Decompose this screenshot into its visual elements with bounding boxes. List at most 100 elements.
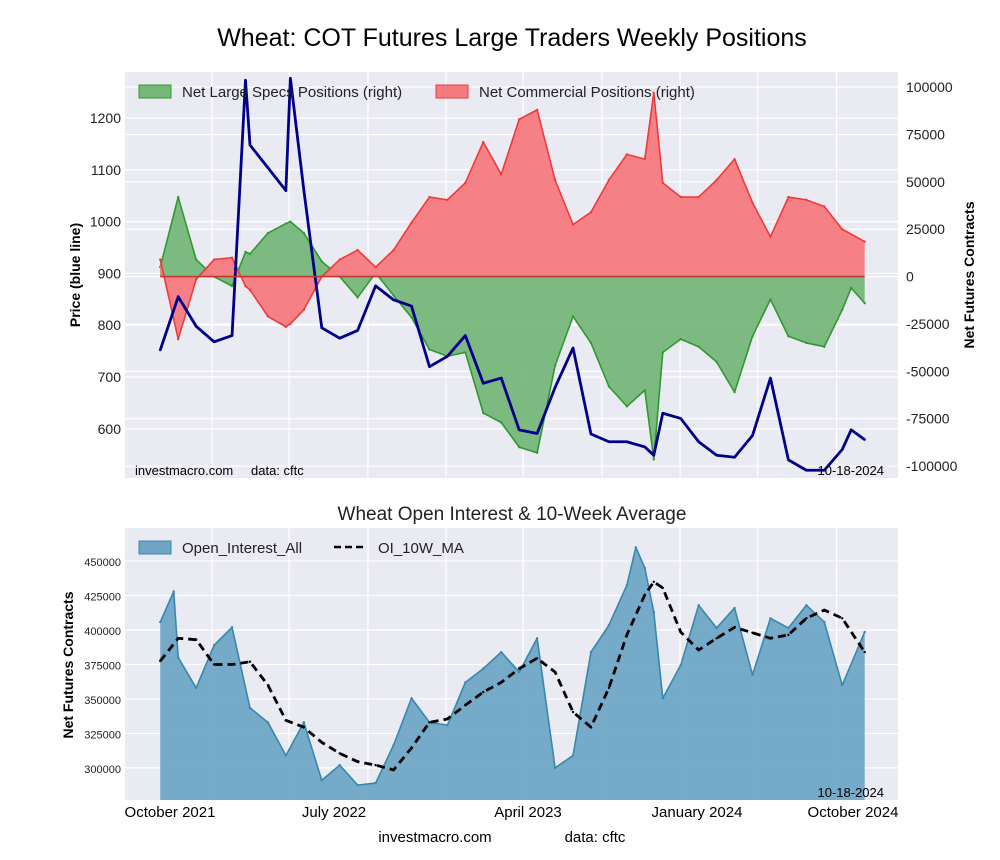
net-large-specs-positions-right-point	[517, 445, 521, 449]
bottom-left-ticks: 300000 325000 350000 375000 400000 425000 4500…	[84, 557, 121, 776]
price-point	[464, 334, 467, 337]
right-tick-label: 0	[906, 269, 914, 285]
net-large-specs-positions-right-point	[410, 316, 413, 319]
net-large-specs-positions-right-point	[302, 231, 306, 235]
top-left-ticks: 600 700 800 900 1000 1100 1200	[90, 110, 121, 437]
net-commercial-positions-right-point	[302, 308, 306, 311]
top-date-note: 10-18-2024	[818, 463, 885, 478]
price-point	[517, 428, 521, 432]
price-point	[715, 454, 718, 457]
left-tick-label: 425000	[84, 592, 121, 604]
oi-10w-ma-point	[500, 681, 503, 684]
price-point	[248, 143, 252, 147]
net-commercial-positions-right-point	[715, 178, 718, 182]
net-commercial-positions-right-point	[535, 108, 539, 112]
open-interest-chart: Wheat Open Interest & 10-Week Average 30…	[60, 504, 898, 821]
legend-label-commercial: Net Commercial Positions (right)	[479, 84, 695, 101]
left-tick-label: 900	[98, 265, 122, 281]
left-tick-label: 700	[98, 369, 122, 385]
net-commercial-positions-right-point	[230, 256, 234, 259]
price-point	[751, 434, 754, 437]
net-commercial-positions-right-point	[176, 337, 180, 341]
net-large-specs-positions-right-point	[248, 252, 252, 256]
price-point	[244, 79, 247, 82]
oi-10w-ma-point	[159, 659, 162, 663]
net-commercial-positions-right-point	[517, 118, 521, 121]
net-large-specs-positions-right-point	[289, 220, 292, 223]
price-point	[176, 295, 180, 298]
oi-10w-ma-point	[266, 683, 270, 687]
legend-label-specs: Net Large Specs Positions (right)	[182, 84, 402, 101]
net-large-specs-positions-right-point	[244, 250, 247, 254]
price-point	[643, 445, 647, 449]
net-commercial-positions-right-point	[374, 265, 377, 269]
x-tick-label: April 2023	[494, 804, 562, 821]
oi-10w-ma-point	[733, 626, 736, 629]
price-point	[652, 454, 655, 457]
open-interest-all-point	[652, 610, 655, 614]
net-commercial-positions-right-point	[571, 223, 575, 226]
net-large-specs-positions-right-point	[805, 341, 808, 345]
left-tick-label: 350000	[84, 695, 121, 707]
price-point	[320, 326, 323, 330]
open-interest-all-point	[733, 606, 736, 610]
open-interest-all-point	[823, 620, 826, 624]
open-interest-all-point	[356, 783, 359, 787]
price-point	[302, 188, 306, 192]
net-commercial-positions-right-point	[769, 235, 772, 239]
net-commercial-positions-right-point	[643, 157, 647, 161]
bottom-x-ticks: October 2021 July 2022 April 2023 January 2…	[125, 804, 899, 821]
legend-swatch-commercial	[435, 84, 469, 99]
net-large-specs-positions-right-point	[715, 360, 718, 364]
left-axis-label: Price (blue line)	[67, 223, 83, 327]
price-point	[230, 334, 234, 337]
net-commercial-positions-right-point	[679, 195, 682, 199]
open-interest-all-point	[715, 626, 718, 630]
open-interest-all-point	[266, 721, 270, 724]
price-point	[289, 77, 292, 80]
legend-label-oi: Open_Interest_All	[182, 540, 302, 557]
price-point	[374, 284, 377, 288]
left-tick-label: 375000	[84, 660, 121, 672]
net-large-specs-positions-right-point	[284, 222, 288, 225]
open-interest-all-point	[464, 681, 467, 684]
oi-10w-ma-point	[841, 617, 844, 620]
open-interest-all-point	[751, 673, 754, 677]
price-point	[428, 365, 431, 368]
oi-10w-ma-point	[697, 648, 700, 652]
oi-10w-ma-point	[194, 638, 198, 641]
net-commercial-positions-right-point	[410, 221, 413, 224]
open-interest-all-point	[589, 650, 593, 654]
oi-10w-ma-point	[769, 637, 772, 640]
price-point	[356, 329, 359, 332]
open-interest-all-point	[634, 546, 638, 549]
net-large-specs-positions-right-line	[159, 196, 866, 461]
oi-10w-ma-point	[410, 746, 413, 750]
open-interest-all-point	[553, 766, 557, 770]
net-commercial-positions-right-point	[823, 205, 826, 208]
oi-10w-ma-point	[428, 721, 431, 724]
net-commercial-positions-right-point	[284, 325, 288, 329]
net-commercial-positions-right-point	[607, 178, 611, 182]
oi-10w-ma-point	[607, 686, 611, 690]
footer-site: investmacro.com	[378, 829, 491, 846]
left-tick-label: 800	[98, 317, 122, 333]
open-interest-all-point	[320, 779, 323, 782]
top-series	[158, 76, 866, 472]
open-interest-all-point	[374, 781, 377, 785]
price-point	[787, 458, 790, 462]
net-large-specs-positions-right-point	[482, 411, 485, 415]
open-interest-all-point	[194, 686, 198, 690]
open-interest-all-point	[517, 670, 521, 674]
top-source-note: data: cftc	[251, 463, 304, 478]
price-point	[769, 376, 772, 380]
right-tick-label: -50000	[906, 363, 950, 379]
top-right-ticks: -100000 -75000 -50000 -25000 0 25000 50000 7500…	[906, 79, 958, 474]
open-interest-all-point	[284, 754, 288, 757]
oi-10w-ma-point	[679, 630, 682, 634]
legend-swatch-specs	[138, 84, 172, 99]
left-tick-label: 1200	[90, 110, 121, 126]
oi-10w-ma-point	[392, 768, 395, 772]
top-legend: Net Large Specs Positions (right) Net Co…	[138, 84, 695, 101]
